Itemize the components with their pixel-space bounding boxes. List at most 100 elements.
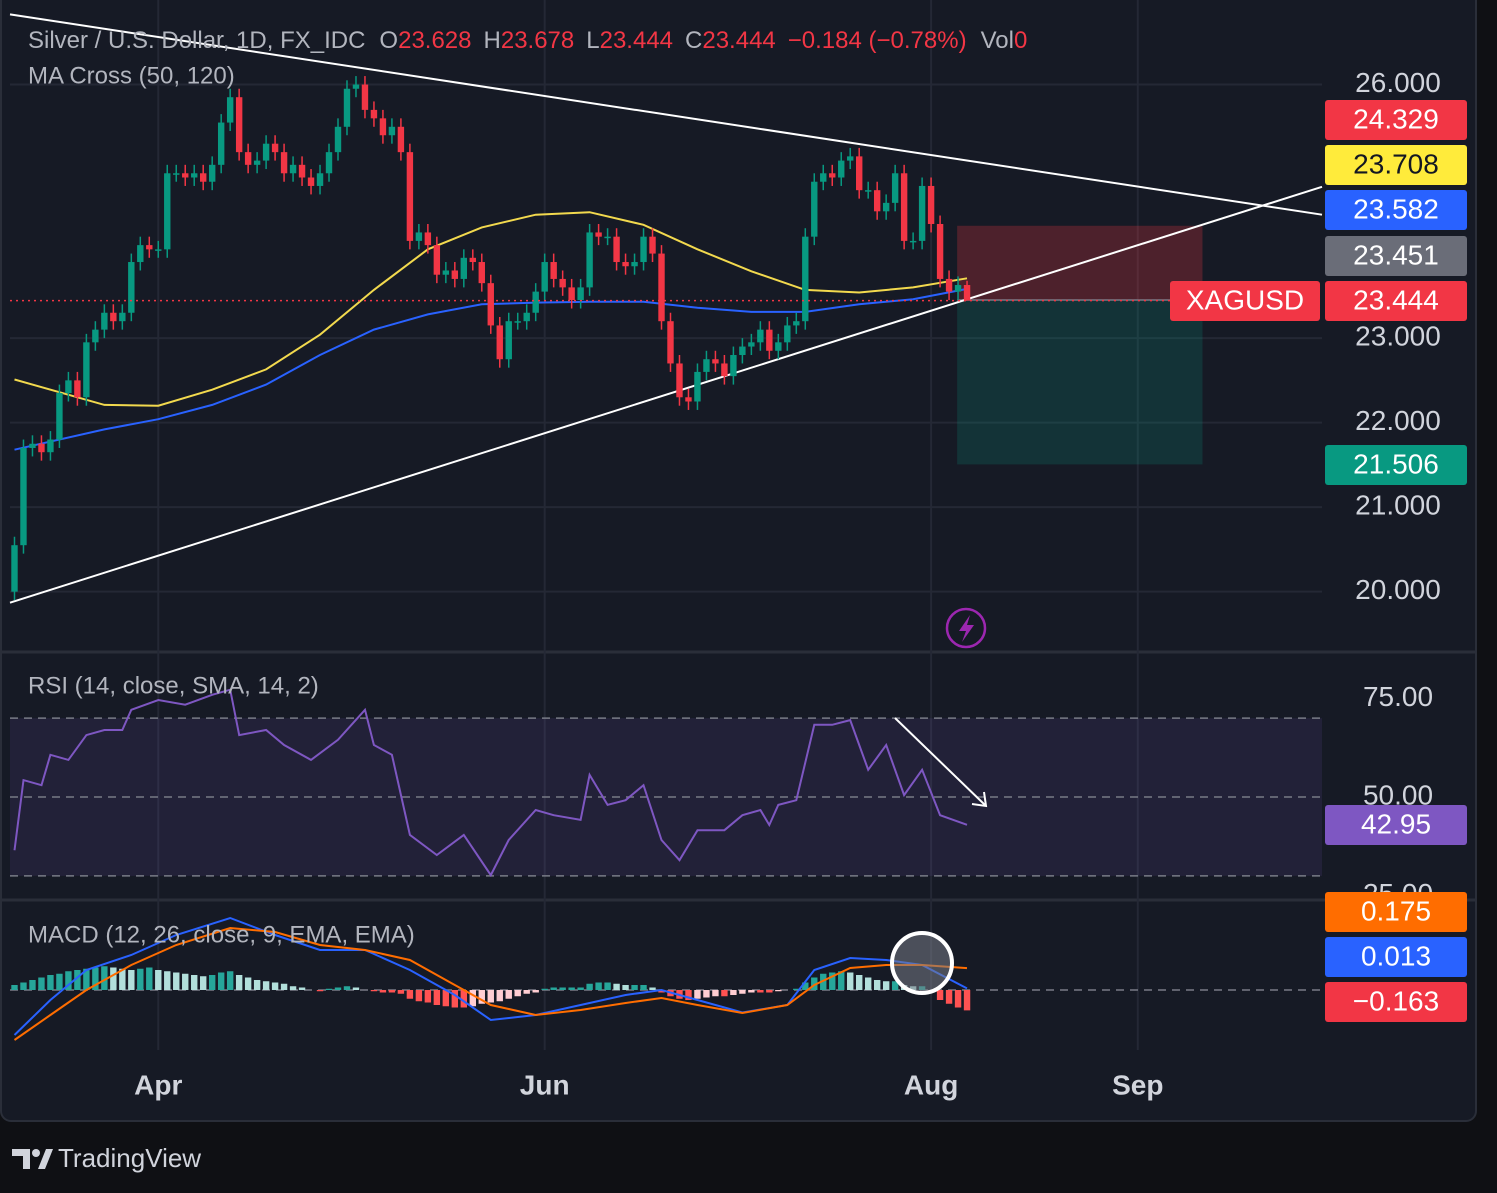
macd-histogram-bar bbox=[469, 990, 476, 1007]
candle-body bbox=[334, 126, 342, 153]
candle-body bbox=[694, 371, 701, 402]
macd-histogram-bar bbox=[604, 982, 611, 990]
macd-histogram-bar bbox=[568, 987, 575, 990]
symbol-box bbox=[1170, 281, 1320, 321]
candle-body bbox=[182, 173, 189, 178]
macd-histogram-bar bbox=[586, 983, 593, 990]
tradingview-logo: TradingView bbox=[12, 1143, 201, 1173]
candle-body bbox=[164, 173, 171, 250]
logo-text: TradingView bbox=[58, 1143, 201, 1173]
price-label-box bbox=[1325, 445, 1467, 485]
candle-body bbox=[667, 321, 674, 364]
candle-body bbox=[649, 236, 656, 254]
candle-body bbox=[244, 152, 252, 165]
macd-histogram-bar bbox=[559, 987, 566, 990]
macd-histogram-bar bbox=[802, 982, 809, 990]
price-label-box bbox=[1325, 145, 1467, 185]
indicator-title: MACD (12, 26, close, 9, EMA, EMA) bbox=[28, 921, 415, 948]
macd-histogram-bar bbox=[433, 990, 441, 1005]
candle-body bbox=[307, 177, 315, 186]
macd-histogram-bar bbox=[65, 971, 72, 990]
macd-histogram-bar bbox=[775, 990, 782, 992]
candle-body bbox=[397, 126, 405, 153]
candle-body bbox=[541, 262, 548, 292]
event-icon bbox=[945, 607, 987, 649]
macd-histogram-bar bbox=[191, 975, 198, 990]
macd-histogram-bar bbox=[253, 980, 261, 990]
candle-body bbox=[478, 262, 485, 284]
legend-item: 23.678 bbox=[501, 27, 574, 54]
macd-histogram-bar bbox=[280, 983, 288, 990]
candle-body bbox=[631, 262, 638, 267]
candle-body bbox=[424, 232, 432, 246]
candle-body bbox=[523, 312, 530, 322]
macd-histogram-bar bbox=[11, 985, 18, 990]
price-label-box bbox=[1325, 982, 1467, 1022]
legend-item: C bbox=[685, 27, 702, 54]
indicator-line bbox=[13, 916, 968, 1036]
candle-body bbox=[235, 97, 243, 153]
candle-body bbox=[415, 232, 423, 241]
candle-body bbox=[847, 156, 854, 161]
x-tick-label: Jun bbox=[520, 1069, 570, 1100]
macd-histogram-bar bbox=[29, 980, 36, 990]
candle-body bbox=[550, 262, 557, 279]
legend-header: Silver / U.S. Dollar, 1D, FX_IDC O23.628 H… bbox=[28, 27, 1027, 54]
indicator-line bbox=[14, 211, 968, 407]
macd-histogram-bar bbox=[523, 990, 530, 994]
macd-histogram-bar bbox=[640, 985, 647, 990]
candle-body bbox=[829, 173, 836, 178]
legend-item: 23.444 bbox=[600, 27, 673, 54]
macd-histogram-bar bbox=[38, 977, 45, 990]
macd-histogram-bar bbox=[856, 975, 863, 990]
candle-body bbox=[927, 185, 935, 224]
macd-histogram-bar bbox=[56, 973, 63, 990]
candle-body bbox=[92, 329, 99, 343]
macd-histogram-bar bbox=[864, 977, 872, 990]
candle-body bbox=[56, 393, 63, 440]
candle-body bbox=[262, 143, 270, 161]
candle-body bbox=[820, 173, 827, 182]
macd-histogram-bar bbox=[83, 968, 90, 990]
macd-histogram-bar bbox=[101, 966, 108, 990]
candle-body bbox=[20, 447, 27, 546]
legend-item: 0 bbox=[1014, 27, 1027, 54]
macd-histogram-bar bbox=[226, 971, 234, 990]
indicator-line bbox=[13, 926, 968, 1041]
candle-body bbox=[586, 232, 593, 288]
candle-body bbox=[559, 278, 566, 288]
candle-body bbox=[532, 291, 539, 313]
candle-body bbox=[748, 342, 755, 347]
macd-histogram-bar bbox=[649, 987, 656, 990]
candle-body bbox=[137, 245, 144, 263]
candle-body bbox=[343, 88, 351, 127]
macd-histogram-bar bbox=[963, 990, 971, 1011]
macd-histogram-bar bbox=[352, 987, 360, 990]
macd-histogram-bar bbox=[829, 972, 836, 990]
price-label: 24.329 bbox=[1353, 103, 1439, 134]
macd-histogram-bar bbox=[397, 990, 405, 994]
price-label: 23.582 bbox=[1353, 193, 1439, 224]
macd-histogram-bar bbox=[487, 990, 494, 1003]
macd-histogram-bar bbox=[460, 990, 468, 1008]
candle-body bbox=[793, 321, 800, 326]
x-tick-label: Aug bbox=[904, 1069, 958, 1100]
macd-histogram-bar bbox=[244, 977, 252, 990]
x-tick-label: Apr bbox=[134, 1069, 182, 1100]
macd-histogram-bar bbox=[137, 968, 144, 990]
macd-histogram-bar bbox=[208, 975, 216, 990]
legend-item: H bbox=[484, 27, 501, 54]
macd-histogram-bar bbox=[748, 990, 755, 993]
price-label: 0.013 bbox=[1361, 940, 1431, 971]
macd-histogram-bar bbox=[200, 976, 207, 990]
macd-histogram-bar bbox=[873, 980, 881, 990]
candle-body bbox=[208, 164, 216, 182]
macd-histogram-bar bbox=[47, 975, 54, 990]
candle-body bbox=[361, 84, 369, 110]
candle-body bbox=[891, 173, 899, 203]
candle-body bbox=[595, 232, 602, 237]
macd-histogram-bar bbox=[119, 968, 126, 990]
price-label-box bbox=[1325, 236, 1467, 276]
candle-body bbox=[38, 443, 45, 453]
candle-body bbox=[289, 164, 297, 174]
